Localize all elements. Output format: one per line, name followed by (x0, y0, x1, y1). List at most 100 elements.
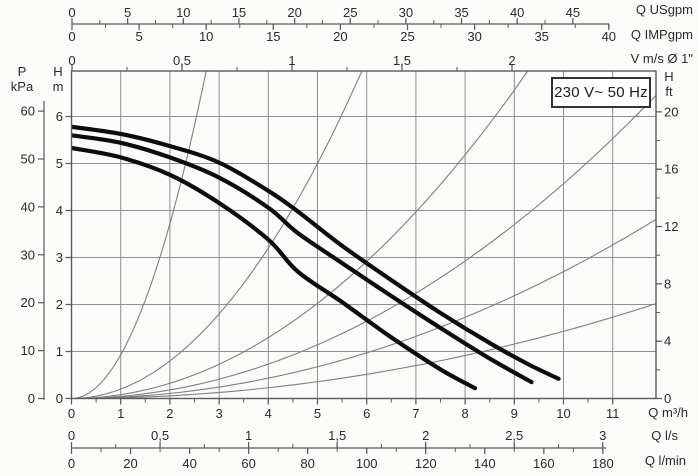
axis-us-tick-label: 40 (510, 5, 524, 20)
axis-v-tick-label: 0,5 (173, 53, 191, 68)
axis-us-tick-label: 30 (399, 5, 413, 20)
axis-m3h-tick-label: 1 (117, 406, 124, 421)
m3h-unit-label: Q m³/h (648, 405, 688, 420)
axis-ft-tick-label: 20 (664, 104, 678, 119)
axis-ls-tick-label: 2 (422, 428, 429, 443)
axis-v-tick-label: 0 (68, 53, 75, 68)
axis-ls-tick-label: 1,5 (328, 428, 346, 443)
axis-imp-tick-label: 15 (266, 29, 280, 44)
axis-m3h-tick-label: 8 (461, 406, 468, 421)
axis-us-tick-label: 25 (343, 5, 357, 20)
imp-unit-label: Q IMPgpm (630, 27, 693, 42)
m-header: m (52, 79, 64, 94)
axis-hm-tick-label: 5 (56, 156, 63, 171)
us-unit-label: Q USgpm (635, 2, 693, 17)
axis-kpa-tick-label: 10 (21, 343, 35, 358)
ls-unit-label: Q l/s (651, 428, 678, 443)
axis-ft-tick-label: 0 (664, 391, 671, 406)
axis-ls-tick-label: 0 (68, 428, 75, 443)
axis-imp-tick-label: 35 (534, 29, 548, 44)
pressure-axis-header: P kPa (3, 64, 41, 94)
axis-ft-tick-label: 12 (664, 219, 678, 234)
axis-m3h-tick-label: 0 (68, 406, 75, 421)
axis-hm-tick-label: 0 (56, 391, 63, 406)
axis-imp-tick-label: 40 (602, 29, 616, 44)
axis-lmin-tick-label: 80 (300, 456, 314, 471)
axis-us-tick-label: 5 (124, 5, 131, 20)
axis-v-tick-label: 1 (288, 53, 295, 68)
axis-m3h-tick-label: 9 (511, 406, 518, 421)
axis-ft-tick-label: 8 (664, 276, 671, 291)
head-m-axis-header: H m (48, 64, 68, 94)
axis-hm-tick-label: 3 (56, 250, 63, 265)
axis-imp-tick-label: 20 (333, 29, 347, 44)
system-curve-4 (71, 95, 656, 399)
axis-us-tick-label: 20 (287, 5, 301, 20)
axis-imp-tick-label: 10 (199, 29, 213, 44)
axis-ft-tick-label: 16 (664, 162, 678, 177)
axis-kpa-tick-label: 30 (21, 247, 35, 262)
axis-us-tick-label: 10 (176, 5, 190, 20)
axis-lmin-tick-label: 180 (592, 456, 614, 471)
voltage-badge: 230 V~ 50 Hz (551, 77, 651, 108)
pump-curve-speed-2 (71, 133, 534, 385)
axis-ft-tick-label: 4 (664, 334, 671, 349)
h-right-header: H (664, 69, 674, 84)
system-curve-1 (71, 71, 207, 399)
axis-lmin-tick-label: 140 (474, 456, 496, 471)
voltage-text: 230 V~ 50 Hz (554, 84, 648, 101)
kpa-header: kPa (10, 79, 34, 94)
axis-us-tick-label: 15 (232, 5, 246, 20)
system-curve-5 (71, 218, 656, 399)
system-curve-2 (71, 71, 363, 399)
ft-header: ft (665, 84, 673, 99)
axis-imp-tick-label: 5 (135, 29, 142, 44)
h-left-header: H (53, 64, 63, 79)
axis-ls-tick-label: 2,5 (505, 428, 523, 443)
axis-lmin-tick-label: 0 (68, 456, 75, 471)
axis-ls-tick-label: 1 (245, 428, 252, 443)
axis-m3h-tick-label: 7 (412, 406, 419, 421)
pump-curve-speed-3 (71, 124, 561, 381)
axis-hm-tick-label: 1 (56, 344, 63, 359)
axis-m3h-tick-label: 4 (265, 406, 272, 421)
lmin-unit-label: Q l/min (644, 453, 686, 468)
axis-v-tick-label: 1,5 (393, 53, 411, 68)
plot-border (70, 70, 657, 400)
axis-hm-tick-label: 2 (56, 297, 63, 312)
axis-lmin-tick-label: 120 (415, 456, 437, 471)
axis-hm-tick-label: 4 (56, 203, 63, 218)
axis-m3h-tick-label: 11 (606, 406, 620, 421)
axis-lmin-tick-label: 100 (356, 456, 378, 471)
axis-kpa-tick-label: 0 (28, 391, 35, 406)
axis-lmin-tick-label: 160 (533, 456, 555, 471)
axis-hm-tick-label: 6 (56, 109, 63, 124)
v-unit-label: V m/s Ø 1" (630, 51, 693, 66)
axis-m3h-tick-label: 2 (166, 406, 173, 421)
axis-us-tick-label: 45 (566, 5, 580, 20)
axis-imp-tick-label: 0 (68, 29, 75, 44)
axis-imp-tick-label: 30 (467, 29, 481, 44)
axis-kpa-tick-label: 20 (21, 295, 35, 310)
p-header: P (17, 64, 27, 79)
axis-kpa-tick-label: 60 (21, 104, 35, 119)
axis-v-tick-label: 2 (508, 53, 515, 68)
axis-lmin-tick-label: 40 (182, 456, 196, 471)
axis-us-tick-label: 0 (68, 5, 75, 20)
axis-imp-tick-label: 25 (400, 29, 414, 44)
system-curve-3 (71, 71, 529, 399)
axis-ls-tick-label: 3 (599, 428, 606, 443)
axis-kpa-tick-label: 40 (21, 199, 35, 214)
system-curve-6 (71, 303, 656, 399)
axis-m3h-tick-label: 10 (556, 406, 570, 421)
axis-kpa-tick-label: 50 (21, 152, 35, 167)
axis-m3h-tick-label: 5 (314, 406, 321, 421)
axis-lmin-tick-label: 60 (241, 456, 255, 471)
axis-ls-tick-label: 0,5 (151, 428, 169, 443)
head-ft-axis-header: H ft (659, 69, 679, 99)
axis-m3h-tick-label: 6 (363, 406, 370, 421)
axis-lmin-tick-label: 20 (123, 456, 137, 471)
axis-us-tick-label: 35 (454, 5, 468, 20)
